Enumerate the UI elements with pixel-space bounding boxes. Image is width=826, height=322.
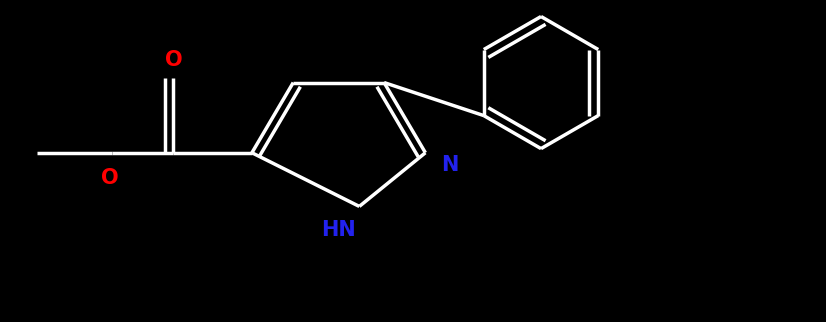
Text: O: O (164, 50, 183, 70)
Text: HN: HN (321, 220, 356, 240)
Text: O: O (101, 167, 119, 187)
Text: N: N (441, 155, 459, 175)
